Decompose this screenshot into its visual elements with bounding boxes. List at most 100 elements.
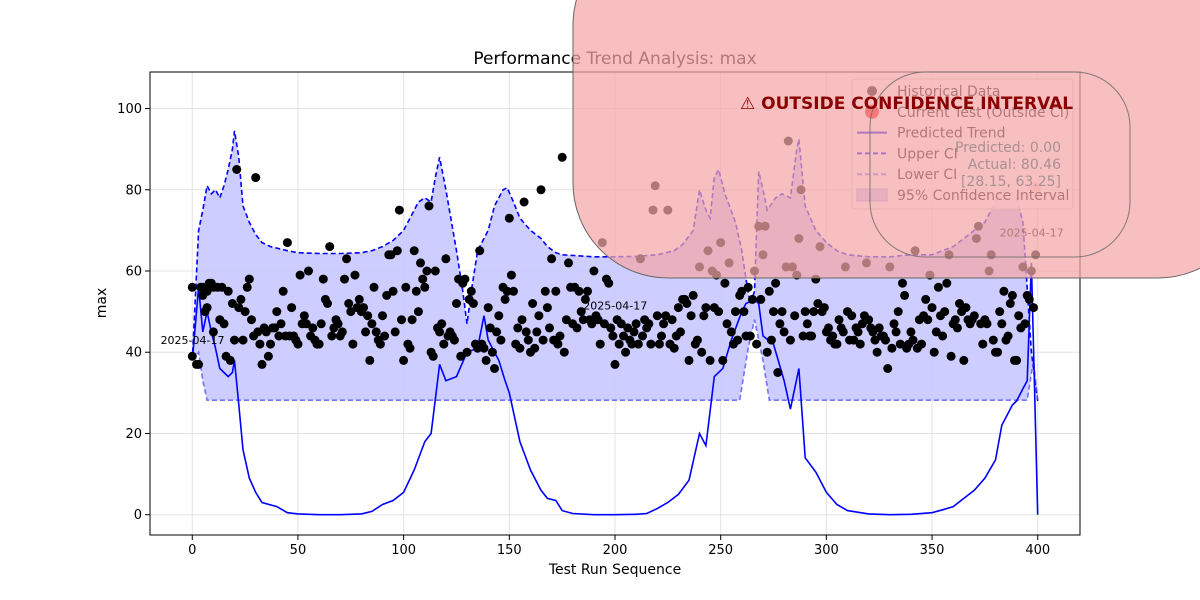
- historical-point: [481, 355, 491, 365]
- historical-point: [327, 331, 337, 341]
- historical-point: [631, 319, 641, 329]
- historical-point: [800, 307, 810, 317]
- historical-point: [532, 327, 542, 337]
- historical-point: [422, 266, 432, 276]
- historical-point: [363, 311, 373, 321]
- historical-point: [955, 299, 964, 308]
- historical-point: [807, 331, 817, 341]
- historical-point: [923, 315, 933, 325]
- historical-point: [969, 311, 979, 321]
- historical-point: [316, 319, 326, 329]
- historical-point: [798, 331, 808, 341]
- historical-point: [274, 331, 284, 341]
- historical-point: [946, 351, 956, 361]
- historical-point: [610, 359, 620, 369]
- historical-point: [223, 286, 233, 296]
- historical-point: [849, 335, 859, 345]
- historical-point: [420, 282, 430, 292]
- historical-point: [733, 335, 743, 345]
- historical-point: [669, 343, 679, 353]
- historical-point: [599, 319, 609, 329]
- historical-point: [513, 323, 523, 333]
- historical-point: [424, 201, 434, 211]
- historical-point: [701, 303, 711, 313]
- historical-point: [483, 303, 493, 313]
- historical-point: [365, 355, 375, 365]
- historical-point: [557, 152, 567, 162]
- historical-point: [766, 335, 776, 345]
- historical-point: [428, 351, 438, 361]
- historical-point: [997, 319, 1007, 329]
- historical-point: [629, 327, 639, 337]
- historical-point: [255, 339, 265, 349]
- historical-point: [411, 286, 421, 296]
- historical-point: [344, 299, 354, 308]
- historical-point: [652, 311, 662, 321]
- historical-point: [775, 319, 785, 329]
- historical-point: [1012, 355, 1022, 365]
- y-tick-label: 80: [125, 183, 142, 198]
- historical-point: [872, 347, 882, 357]
- historical-point: [893, 307, 903, 317]
- historical-point: [299, 311, 309, 321]
- status-badge-title: ⚠ OUTSIDE CONFIDENCE INTERVAL: [740, 94, 1073, 114]
- x-tick-label: 300: [814, 543, 839, 558]
- historical-point: [308, 323, 318, 333]
- historical-point: [864, 315, 874, 325]
- historical-point: [745, 331, 755, 341]
- historical-point: [576, 307, 586, 317]
- historical-point: [380, 331, 390, 341]
- historical-point: [883, 364, 893, 373]
- historical-point: [739, 307, 749, 317]
- historical-point: [500, 294, 510, 304]
- historical-point: [354, 294, 364, 304]
- historical-point: [747, 294, 757, 304]
- historical-point: [361, 327, 371, 337]
- historical-point: [247, 315, 256, 325]
- historical-point: [952, 323, 962, 333]
- axes: 0 50 100 150 200 250 300 350 400 0 20 40 60 80 100: [117, 71, 1081, 558]
- historical-point: [959, 355, 969, 365]
- historical-point: [940, 307, 950, 317]
- historical-point: [547, 254, 557, 264]
- historical-point: [382, 290, 392, 300]
- historical-point: [287, 303, 297, 313]
- historical-point: [405, 343, 415, 353]
- historical-point: [621, 347, 631, 357]
- historical-point: [502, 286, 512, 296]
- historical-point: [608, 331, 618, 341]
- historical-point: [460, 274, 470, 284]
- historical-point: [938, 331, 948, 341]
- historical-point: [230, 335, 239, 345]
- historical-point: [819, 303, 829, 313]
- historical-point: [540, 286, 550, 296]
- y-tick-label: 40: [125, 346, 142, 361]
- historical-point: [394, 205, 404, 215]
- y-axis-title: max: [94, 288, 110, 319]
- historical-point: [240, 307, 250, 317]
- historical-point: [401, 282, 411, 292]
- historical-point: [764, 286, 774, 296]
- historical-point: [536, 185, 546, 195]
- historical-point: [187, 282, 197, 292]
- historical-point: [769, 307, 778, 317]
- historical-point: [743, 282, 753, 292]
- historical-point: [1014, 311, 1024, 321]
- historical-point: [416, 258, 425, 268]
- historical-point: [542, 303, 552, 313]
- historical-point: [430, 266, 440, 276]
- historical-point: [616, 319, 626, 329]
- historical-point: [418, 274, 428, 284]
- historical-point: [369, 282, 379, 292]
- historical-point: [342, 254, 352, 264]
- historical-point: [574, 286, 584, 296]
- historical-point: [359, 303, 368, 313]
- historical-point: [564, 258, 573, 268]
- historical-point: [293, 339, 303, 349]
- historical-point: [1007, 290, 1017, 300]
- x-tick-label: 100: [391, 543, 416, 558]
- historical-point: [496, 335, 506, 345]
- historical-point: [718, 355, 728, 365]
- historical-point: [490, 364, 499, 373]
- historical-point: [838, 327, 848, 337]
